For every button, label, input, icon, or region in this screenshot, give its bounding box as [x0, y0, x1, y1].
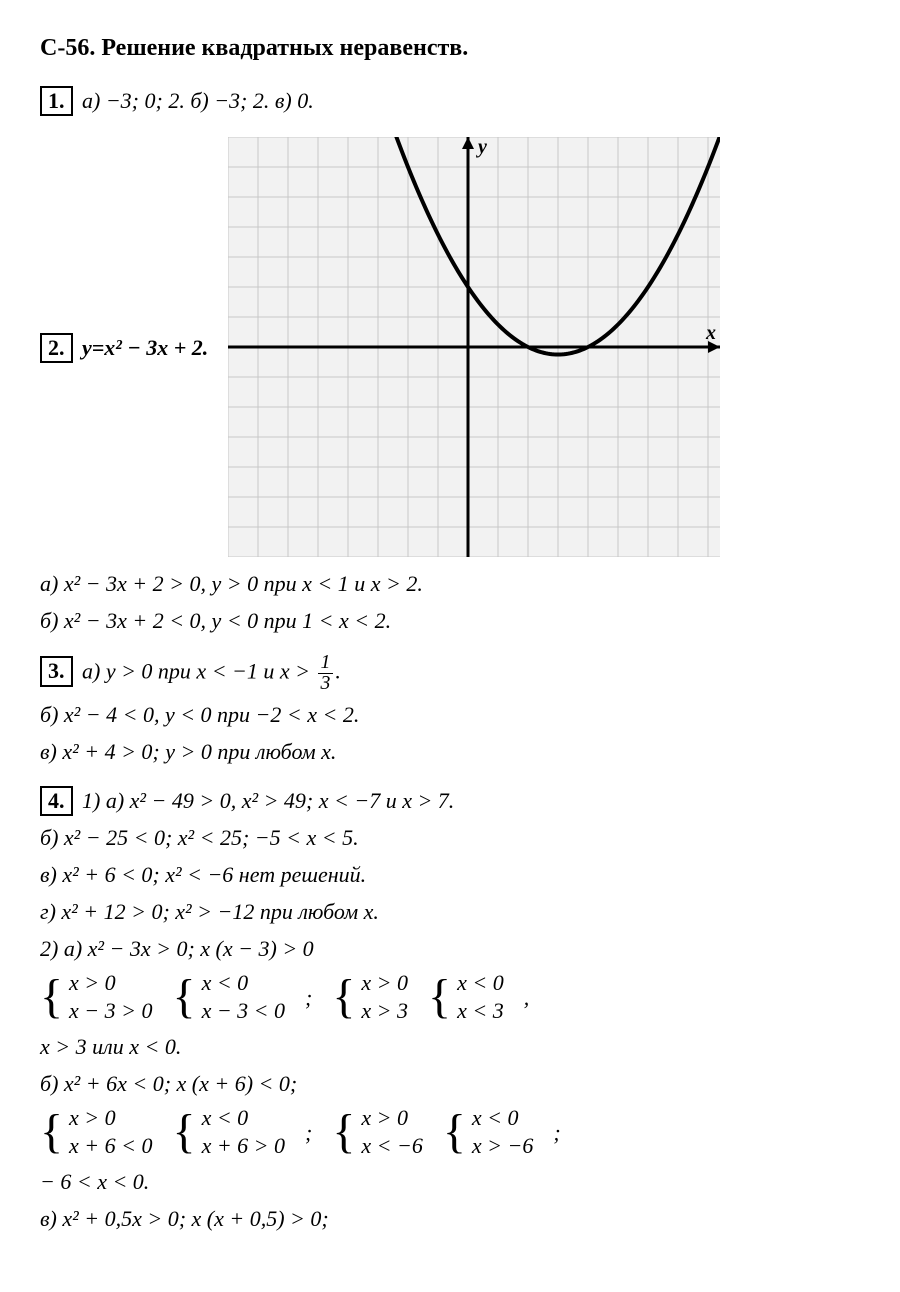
- system-set-2: {х > 0х + 6 < 0{х < 0х + 6 > 0 ; {х > 0х…: [40, 1104, 860, 1161]
- p4-line-2c: в) х² + 0,5х > 0; х (х + 0,5) > 0;: [40, 1202, 860, 1235]
- p2-formula: у=х² − 3х + 2.: [82, 335, 208, 360]
- page-title: С-56. Решение квадратных неравенств.: [40, 30, 860, 66]
- p4-line-2a: 2) а) х² − 3х > 0; х (х − 3) > 0: [40, 932, 860, 965]
- system-block: {х < 0х > −6: [443, 1104, 534, 1161]
- sys-row: х > 0: [69, 1104, 152, 1133]
- sys-row: х + 6 < 0: [69, 1132, 152, 1161]
- parabola-chart: уx: [228, 137, 720, 557]
- left-brace-icon: {: [40, 1108, 63, 1156]
- separator: ;: [305, 1116, 312, 1149]
- left-brace-icon: {: [332, 973, 355, 1021]
- p4-after1: х > 3 или х < 0.: [40, 1030, 860, 1063]
- left-brace-icon: {: [428, 973, 451, 1021]
- sys-row: х > 0: [361, 969, 408, 998]
- system-set-1: {х > 0х − 3 > 0{х < 0х − 3 < 0; {х > 0х …: [40, 969, 860, 1026]
- item-number-1: 1.: [40, 86, 73, 116]
- system-block: {х < 0х − 3 < 0: [173, 969, 286, 1026]
- p4-line-1b: б) х² − 25 < 0; х² < 25; −5 < х < 5.: [40, 821, 860, 854]
- system-block: {х > 0х > 3: [332, 969, 408, 1026]
- p4-line-2b: б) х² + 6х < 0; х (х + 6) < 0;: [40, 1067, 860, 1100]
- problem-4: 4. 1) а) х² − 49 > 0, х² > 49; х < −7 и …: [40, 784, 860, 817]
- separator: ;: [305, 981, 312, 1014]
- problem-2-label: 2. у=х² − 3х + 2.: [40, 331, 208, 364]
- item-number-4: 4.: [40, 786, 73, 816]
- sys-row: х − 3 < 0: [202, 997, 285, 1026]
- sys-row: х > 0: [361, 1104, 422, 1133]
- fraction-1-3: 13: [318, 653, 334, 694]
- left-brace-icon: {: [332, 1108, 355, 1156]
- sys-row: х > 3: [361, 997, 408, 1026]
- system-block: {х > 0х − 3 > 0: [40, 969, 153, 1026]
- separator: ;: [553, 1116, 560, 1149]
- svg-text:у: у: [476, 137, 487, 158]
- left-brace-icon: {: [443, 1108, 466, 1156]
- p2-line-b: б) х² − 3х + 2 < 0, у < 0 при 1 < х < 2.: [40, 604, 860, 637]
- item-number-2: 2.: [40, 333, 73, 363]
- p4-after2: − 6 < х < 0.: [40, 1165, 860, 1198]
- p4-line-1a: 1) а) х² − 49 > 0, х² > 49; х < −7 и х >…: [82, 788, 454, 813]
- separator: ,: [524, 981, 530, 1014]
- system-block: {х < 0х < 3: [428, 969, 504, 1026]
- p4-line-1d: г) х² + 12 > 0; х² > −12 при любом х.: [40, 895, 860, 928]
- sys-row: х < 0: [202, 1104, 285, 1133]
- system-block: {х > 0х + 6 < 0: [40, 1104, 153, 1161]
- sys-row: х + 6 > 0: [202, 1132, 285, 1161]
- p1-text: а) −3; 0; 2. б) −3; 2. в) 0.: [82, 88, 314, 113]
- p3-line-a-prefix: а) у > 0 при х < −1 и х >: [82, 658, 316, 683]
- p3-line-b: б) х² − 4 < 0, у < 0 при −2 < х < 2.: [40, 698, 860, 731]
- p2-line-a: а) х² − 3х + 2 > 0, у > 0 при х < 1 и х …: [40, 567, 860, 600]
- problem-2-row: 2. у=х² − 3х + 2. уx: [40, 137, 860, 557]
- sys-row: х > 0: [69, 969, 152, 998]
- system-block: {х < 0х + 6 > 0: [173, 1104, 286, 1161]
- problem-1: 1. а) −3; 0; 2. б) −3; 2. в) 0.: [40, 84, 860, 117]
- sys-row: х < 0: [202, 969, 285, 998]
- left-brace-icon: {: [173, 1108, 196, 1156]
- p4-line-1c: в) х² + 6 < 0; х² < −6 нет решений.: [40, 858, 860, 891]
- left-brace-icon: {: [173, 973, 196, 1021]
- sys-row: х − 3 > 0: [69, 997, 152, 1026]
- sys-row: х > −6: [472, 1132, 533, 1161]
- p3-line-a-suffix: .: [335, 658, 341, 683]
- sys-row: х < 0: [472, 1104, 533, 1133]
- left-brace-icon: {: [40, 973, 63, 1021]
- sys-row: х < −6: [361, 1132, 422, 1161]
- svg-text:x: x: [705, 322, 716, 344]
- problem-3: 3. а) у > 0 при х < −1 и х > 13.: [40, 653, 860, 694]
- system-block: {х > 0х < −6: [332, 1104, 423, 1161]
- p3-line-c: в) х² + 4 > 0; у > 0 при любом х.: [40, 735, 860, 768]
- sys-row: х < 0: [457, 969, 504, 998]
- item-number-3: 3.: [40, 656, 73, 686]
- sys-row: х < 3: [457, 997, 504, 1026]
